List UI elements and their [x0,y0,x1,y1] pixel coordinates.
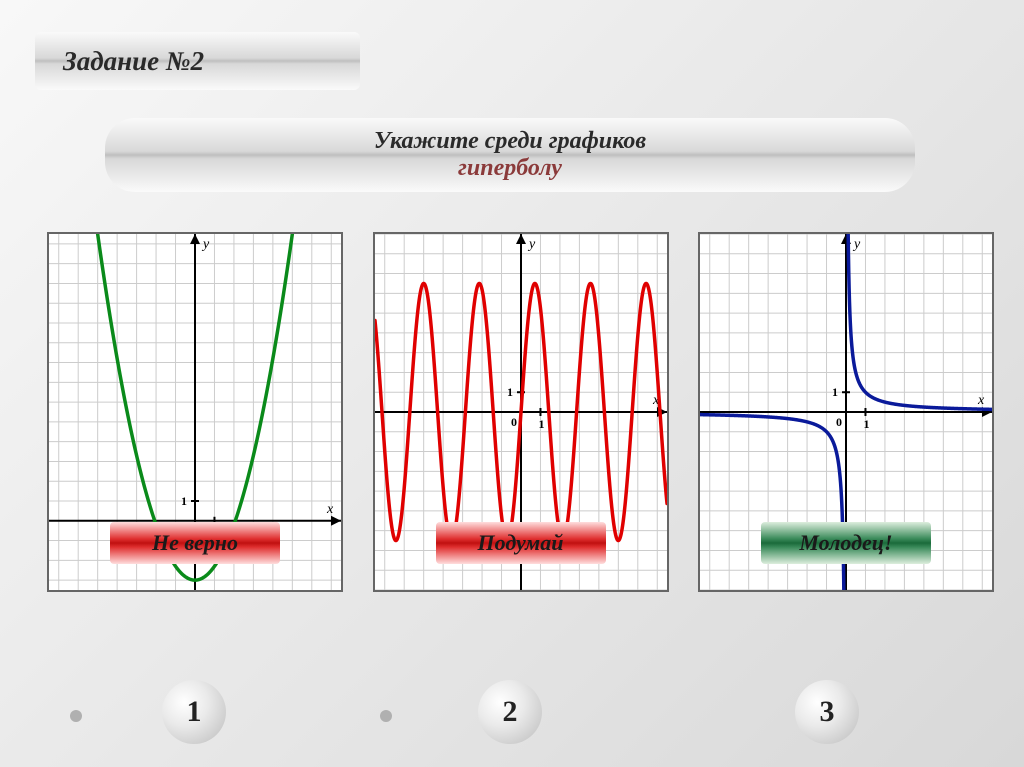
question-box: Укажите среди графиков гиперболу [105,118,915,192]
nav-dot-right [380,710,392,722]
charts-row: 0 1 1 x y Не верно 0 1 1 x y Подумай 0 1 1 x y Молод… [47,232,994,592]
svg-text:1: 1 [181,494,187,508]
svg-text:1: 1 [863,417,869,431]
chart-3-hyperbola: 0 1 1 x y Молодец! [698,232,994,592]
svg-text:1: 1 [538,417,544,431]
nav-dot-left [70,710,82,722]
chart-1-parabola: 011xy Не верно [47,232,343,592]
feedback-2: Подумай [436,522,606,564]
svg-text:y: y [852,237,861,252]
answer-button-3[interactable]: 3 [795,680,859,744]
question-line-1: Укажите среди графиков [374,128,646,155]
svg-text:y: y [201,237,210,252]
answer-button-1[interactable]: 1 [162,680,226,744]
svg-text:x: x [326,502,334,517]
svg-text:x: x [977,393,985,408]
svg-text:1: 1 [832,385,838,399]
svg-text:0: 0 [836,415,842,429]
svg-text:1: 1 [507,385,513,399]
feedback-3: Молодец! [761,522,931,564]
svg-text:0: 0 [511,415,517,429]
chart-2-sinusoid: 011xy Подумай [373,232,669,592]
task-title: Задание №2 [35,32,360,90]
feedback-1: Не верно [110,522,280,564]
answer-button-2[interactable]: 2 [478,680,542,744]
question-line-2: гиперболу [458,155,562,182]
svg-text:y: y [527,237,536,252]
